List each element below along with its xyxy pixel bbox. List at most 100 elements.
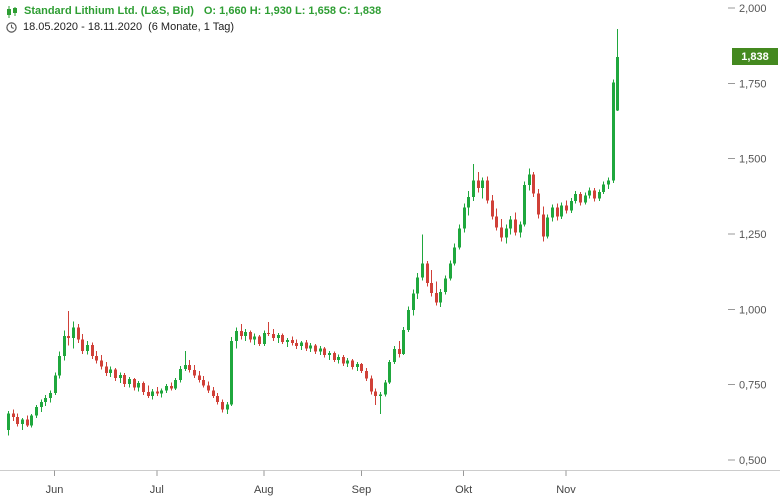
candle-body <box>481 180 484 189</box>
candle-body <box>216 396 219 403</box>
candle-body <box>458 228 461 248</box>
candle-body <box>579 194 582 203</box>
candle-body <box>588 190 591 196</box>
candle-body <box>351 360 354 368</box>
candle-body <box>188 365 191 371</box>
candle-body <box>156 391 159 394</box>
candle-body <box>165 386 168 391</box>
candle-body <box>16 417 19 424</box>
candle-body <box>221 402 224 410</box>
candle-body <box>467 197 470 208</box>
candle-body <box>174 380 177 389</box>
y-axis-label: 0,750 <box>739 380 767 392</box>
candle-body <box>226 404 229 410</box>
candle-body <box>12 413 15 418</box>
candle-body <box>449 263 452 279</box>
candle-body <box>184 365 187 369</box>
candle-body <box>91 344 94 357</box>
current-price-label: 1,838 <box>741 50 769 63</box>
candle-body <box>486 180 489 201</box>
x-axis-label: Jun <box>46 484 64 496</box>
candle-body <box>565 205 568 211</box>
candle-body <box>574 194 577 201</box>
y-axis-label: 1,750 <box>739 78 767 90</box>
ohlc-values: O: 1,660 H: 1,930 L: 1,658 C: 1,838 <box>203 5 382 17</box>
candle-body <box>202 380 205 386</box>
candle-body <box>444 278 447 292</box>
candle-body <box>365 371 368 379</box>
candle-body <box>49 393 52 398</box>
candle-body <box>258 336 261 344</box>
candle-body <box>616 56 619 111</box>
candle-body <box>379 394 382 397</box>
candle-body <box>63 335 66 357</box>
candle-body <box>100 360 103 367</box>
candle-body <box>333 353 336 360</box>
candle-body <box>398 349 401 354</box>
candle-body <box>142 383 145 393</box>
candle-body <box>123 375 126 385</box>
candle-body <box>532 174 535 194</box>
candle-body <box>570 200 573 211</box>
candle-body <box>356 364 359 368</box>
candle-body <box>500 227 503 238</box>
candle-body <box>416 277 419 294</box>
candle-body <box>421 263 424 278</box>
candle-body <box>198 375 201 381</box>
candle-body <box>212 390 215 397</box>
candle-body <box>7 413 10 430</box>
candle-body <box>77 327 80 340</box>
candle-body <box>109 369 112 374</box>
timeframe: (6 Monate, 1 Tag) <box>148 21 235 33</box>
candle-body <box>435 292 438 303</box>
candle-body <box>323 348 326 356</box>
candle-body <box>505 228 508 238</box>
candle-body <box>370 378 373 392</box>
candle-body <box>128 379 131 385</box>
candle-body <box>337 356 340 360</box>
candle-body <box>528 174 531 186</box>
y-axis-label: 0,500 <box>739 455 767 467</box>
candle-body <box>249 331 252 340</box>
candle-body <box>286 340 289 342</box>
current-price-badge: 1,838 <box>732 48 778 66</box>
candle-body <box>207 385 210 391</box>
candle-body <box>509 219 512 229</box>
candle-body <box>384 382 387 395</box>
candle-body <box>472 180 475 198</box>
candle-body <box>160 390 163 394</box>
candle-body <box>439 291 442 303</box>
candle-body <box>267 332 270 335</box>
candle-body <box>26 419 29 426</box>
candle-body <box>477 180 480 189</box>
candle-body <box>291 340 294 344</box>
candle-body <box>44 397 47 403</box>
candle-body <box>119 375 122 379</box>
x-axis-label: Okt <box>455 484 472 496</box>
candle-body <box>360 364 363 372</box>
candle-body <box>235 331 238 341</box>
candle-body <box>58 356 61 376</box>
candle-body <box>346 360 349 364</box>
candle-body <box>319 348 322 352</box>
candle-body <box>305 342 308 349</box>
candle-body <box>137 383 140 388</box>
candle-body <box>240 331 243 336</box>
candle-body <box>514 219 517 233</box>
date-range: 18.05.2020 - 18.11.2020 <box>23 21 143 33</box>
candle-body <box>542 214 545 237</box>
candle-body <box>374 391 377 397</box>
candle-body <box>151 391 154 397</box>
candle-body <box>598 191 601 199</box>
candle-body <box>35 406 38 416</box>
candle-body <box>230 340 233 405</box>
candle-body <box>607 180 610 185</box>
x-axis-label: Nov <box>556 484 576 496</box>
candle-body <box>95 356 98 361</box>
candle-body <box>495 216 498 228</box>
candle-body <box>81 339 84 351</box>
candle-body <box>546 217 549 237</box>
candle-body <box>277 334 280 338</box>
x-axis-label: Jul <box>150 484 164 496</box>
